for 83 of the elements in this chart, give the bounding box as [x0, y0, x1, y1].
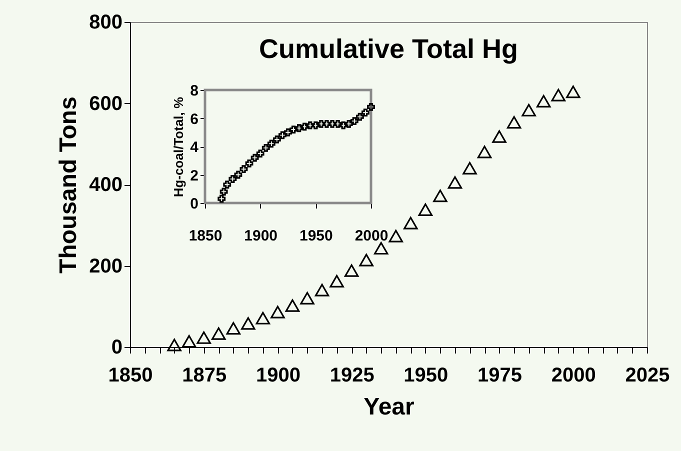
- y-tick-label: 600: [89, 92, 122, 115]
- y-tick-label: 400: [89, 174, 122, 196]
- point: [212, 327, 226, 340]
- point: [250, 154, 259, 162]
- x-tick-label: 1975: [478, 364, 522, 386]
- point: [295, 124, 304, 132]
- point: [374, 242, 388, 255]
- point: [167, 338, 182, 352]
- point: [314, 284, 330, 296]
- point: [245, 159, 254, 168]
- point: [536, 94, 551, 108]
- x-tick-label: 1950: [404, 364, 448, 386]
- y-tick-label: 4: [190, 139, 200, 156]
- chart-title: Cumulative Total Hg: [258, 34, 518, 64]
- point: [300, 122, 309, 131]
- y-tick-label: 800: [89, 12, 122, 34]
- point: [240, 165, 248, 174]
- point: [272, 135, 281, 144]
- point: [241, 317, 256, 330]
- point: [339, 121, 348, 130]
- x-tick-label: 1850: [188, 228, 222, 244]
- point: [344, 264, 359, 277]
- x-axis-title: Year: [364, 394, 414, 420]
- point: [356, 112, 364, 121]
- point: [270, 306, 285, 318]
- point: [317, 120, 326, 128]
- y-tick-label: 8: [190, 82, 198, 100]
- y-tick-label: 6: [190, 110, 198, 128]
- point: [234, 170, 242, 179]
- point: [328, 120, 336, 128]
- point: [448, 176, 462, 189]
- x-tick-label: 2025: [625, 364, 670, 386]
- point: [566, 86, 580, 98]
- x-tick-label: 1925: [330, 364, 374, 386]
- point: [223, 180, 232, 189]
- x-tick-label: 2000: [551, 364, 596, 386]
- point: [330, 274, 344, 288]
- point: [256, 150, 264, 158]
- point: [418, 203, 433, 216]
- point: [350, 117, 358, 126]
- x-tick-label: 1875: [182, 364, 227, 386]
- point: [551, 88, 566, 102]
- point: [267, 140, 276, 148]
- point: [285, 299, 300, 312]
- point: [196, 331, 211, 344]
- x-tick-label: 1900: [256, 364, 300, 386]
- point: [388, 230, 404, 242]
- y-axis-title: Hg-coal/Total, %: [171, 96, 186, 198]
- x-tick-label: 1850: [108, 364, 153, 386]
- point: [300, 292, 314, 305]
- x-tick-label: 1900: [244, 228, 278, 244]
- point: [492, 130, 506, 143]
- point: [359, 254, 374, 266]
- point: [218, 194, 226, 203]
- point: [477, 146, 492, 158]
- point: [228, 175, 237, 183]
- point: [284, 128, 292, 136]
- point: [367, 102, 375, 111]
- point: [362, 108, 370, 117]
- point: [506, 116, 522, 129]
- point: [462, 162, 477, 175]
- point: [334, 120, 342, 128]
- point: [226, 322, 241, 335]
- y-tick-label: 2: [190, 167, 198, 184]
- point: [312, 121, 320, 130]
- point: [306, 121, 314, 130]
- y-axis-title: Thousand Tons: [55, 96, 82, 274]
- y-tick-label: 200: [89, 255, 122, 278]
- y-tick-label: 0: [190, 196, 198, 212]
- point: [278, 131, 286, 140]
- point: [290, 126, 298, 134]
- point: [433, 190, 448, 202]
- y-tick-label: 0: [111, 336, 122, 358]
- x-tick-label: 2000: [354, 228, 388, 244]
- point: [256, 312, 270, 324]
- point: [322, 120, 331, 128]
- point: [522, 104, 536, 116]
- point: [344, 120, 353, 128]
- point: [220, 188, 228, 196]
- point: [262, 144, 270, 152]
- x-tick-label: 1950: [299, 228, 333, 244]
- point: [182, 335, 196, 348]
- point: [404, 216, 418, 230]
